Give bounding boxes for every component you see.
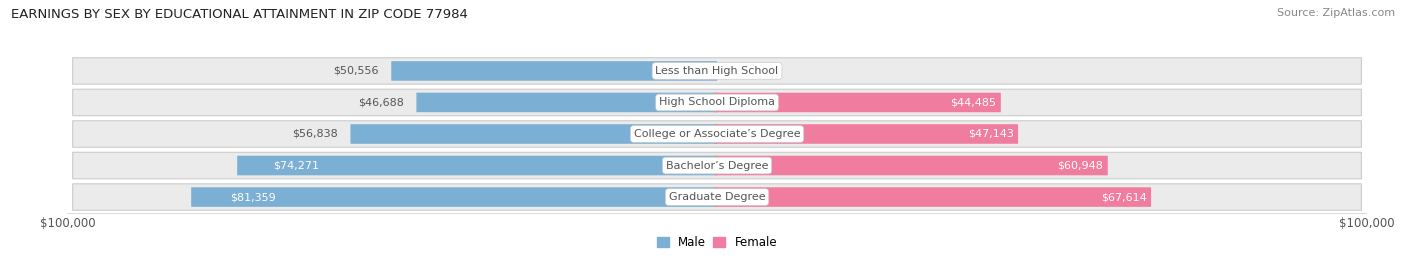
FancyBboxPatch shape xyxy=(191,187,717,207)
FancyBboxPatch shape xyxy=(714,156,1108,175)
Text: EARNINGS BY SEX BY EDUCATIONAL ATTAINMENT IN ZIP CODE 77984: EARNINGS BY SEX BY EDUCATIONAL ATTAINMEN… xyxy=(11,8,468,21)
FancyBboxPatch shape xyxy=(73,89,1361,116)
Legend: Male, Female: Male, Female xyxy=(652,231,782,254)
FancyBboxPatch shape xyxy=(416,93,717,112)
FancyBboxPatch shape xyxy=(714,124,1018,144)
Text: $60,948: $60,948 xyxy=(1057,161,1104,170)
Text: $81,359: $81,359 xyxy=(231,192,276,202)
Text: Source: ZipAtlas.com: Source: ZipAtlas.com xyxy=(1277,8,1395,18)
FancyBboxPatch shape xyxy=(714,93,1001,112)
Text: College or Associate’s Degree: College or Associate’s Degree xyxy=(634,129,800,139)
Text: $67,614: $67,614 xyxy=(1101,192,1146,202)
Text: $56,838: $56,838 xyxy=(292,129,337,139)
Text: Graduate Degree: Graduate Degree xyxy=(669,192,765,202)
FancyBboxPatch shape xyxy=(714,187,1152,207)
Text: Less than High School: Less than High School xyxy=(655,66,779,76)
Text: $74,271: $74,271 xyxy=(273,161,319,170)
Text: $50,556: $50,556 xyxy=(333,66,380,76)
Text: $0: $0 xyxy=(730,66,744,76)
FancyBboxPatch shape xyxy=(73,121,1361,147)
FancyBboxPatch shape xyxy=(391,61,717,81)
Text: $46,688: $46,688 xyxy=(359,98,404,107)
Text: High School Diploma: High School Diploma xyxy=(659,98,775,107)
FancyBboxPatch shape xyxy=(238,156,717,175)
FancyBboxPatch shape xyxy=(350,124,717,144)
Text: $44,485: $44,485 xyxy=(950,98,997,107)
FancyBboxPatch shape xyxy=(73,152,1361,179)
Text: $47,143: $47,143 xyxy=(967,129,1014,139)
FancyBboxPatch shape xyxy=(73,58,1361,84)
FancyBboxPatch shape xyxy=(73,184,1361,210)
Text: Bachelor’s Degree: Bachelor’s Degree xyxy=(666,161,768,170)
